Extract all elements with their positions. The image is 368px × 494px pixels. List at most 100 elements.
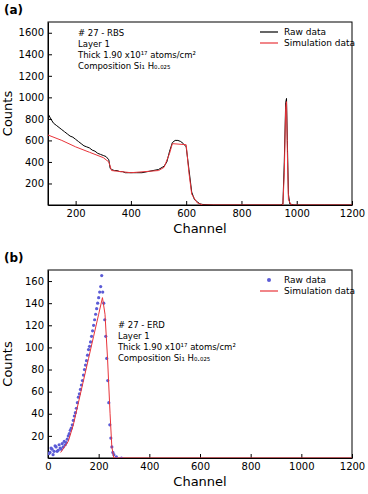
x-tick-label: 400 bbox=[140, 461, 159, 472]
y-tick-label: 40 bbox=[31, 408, 44, 419]
y-tick: 160 bbox=[25, 276, 52, 287]
data-point bbox=[87, 348, 90, 351]
y-tick: 1200 bbox=[19, 71, 52, 82]
y-tick-label: 1200 bbox=[19, 71, 44, 82]
y-tick-label: 800 bbox=[25, 114, 44, 125]
plot-frame bbox=[48, 22, 352, 205]
panel-label: (a) bbox=[4, 3, 23, 17]
y-tick-label: 200 bbox=[25, 178, 44, 189]
y-tick: 600 bbox=[25, 135, 52, 146]
data-point bbox=[91, 329, 94, 332]
x-tick: 400 bbox=[140, 454, 159, 472]
x-tick-mark bbox=[301, 454, 302, 458]
x-tick-label: 200 bbox=[90, 461, 109, 472]
y-tick-mark bbox=[48, 414, 52, 415]
x-tick-label: 600 bbox=[177, 208, 196, 219]
plot-area bbox=[48, 274, 352, 458]
y-tick: 400 bbox=[25, 157, 52, 168]
x-tick: 200 bbox=[90, 454, 109, 472]
y-axis: 2004006008001000120014001600 bbox=[19, 23, 52, 206]
y-tick: 120 bbox=[25, 320, 52, 331]
y-tick-mark bbox=[48, 97, 52, 98]
plot-area bbox=[48, 98, 352, 205]
y-tick-mark bbox=[48, 347, 52, 348]
figure: 2004006008001000120020040060080010001200… bbox=[0, 0, 368, 494]
legend-label: Raw data bbox=[284, 27, 326, 37]
annotation: # 27 - ERD bbox=[118, 320, 165, 330]
annotation: Composition Si₁ H₀.₀₂₅ bbox=[118, 353, 210, 363]
annotation: Composition Si₁ H₀.₀₂₅ bbox=[78, 61, 170, 71]
x-tick: 200 bbox=[67, 201, 86, 219]
x-tick-label: 800 bbox=[242, 461, 261, 472]
y-tick-mark bbox=[48, 183, 52, 184]
legend-label: Raw data bbox=[284, 275, 326, 285]
y-tick-mark bbox=[48, 392, 52, 393]
data-point bbox=[101, 291, 104, 294]
data-point bbox=[97, 296, 100, 299]
y-tick: 1600 bbox=[19, 27, 52, 38]
y-tick-mark bbox=[48, 303, 52, 304]
y-tick: 800 bbox=[25, 114, 52, 125]
y-tick: 200 bbox=[25, 178, 52, 189]
annotation: Thick 1.90 x10¹⁷ atoms/cm² bbox=[117, 342, 236, 352]
x-axis-line bbox=[49, 458, 353, 459]
y-tick-mark bbox=[48, 370, 52, 371]
y-tick-label: 20 bbox=[31, 431, 44, 442]
legend: Raw dataSimulation data bbox=[260, 275, 355, 296]
x-axis: 200 400 600 800 1000 1200 bbox=[49, 201, 366, 219]
y-tick-label: 600 bbox=[25, 135, 44, 146]
x-tick-label: 800 bbox=[232, 208, 251, 219]
data-point bbox=[100, 274, 103, 277]
x-tick-mark bbox=[149, 454, 150, 458]
y-axis-title: Counts bbox=[0, 341, 15, 387]
panel-label: (b) bbox=[4, 251, 24, 265]
x-axis-title: Channel bbox=[173, 474, 226, 489]
data-point bbox=[52, 450, 55, 453]
x-tick-mark bbox=[186, 201, 187, 205]
y-tick-mark bbox=[48, 325, 52, 326]
data-point bbox=[55, 445, 58, 448]
legend-label: Simulation data bbox=[284, 38, 355, 48]
x-tick-mark bbox=[297, 201, 298, 205]
y-tick-mark bbox=[48, 140, 52, 141]
x-tick: 600 bbox=[191, 454, 210, 472]
y-axis: 20406080100120140160 bbox=[25, 271, 52, 459]
y-tick-mark bbox=[48, 76, 52, 77]
data-line bbox=[48, 98, 352, 205]
x-tick-label: 1000 bbox=[289, 461, 314, 472]
y-tick-mark bbox=[48, 54, 52, 55]
data-point bbox=[58, 443, 61, 446]
y-tick-label: 120 bbox=[25, 320, 44, 331]
legend-symbol bbox=[267, 278, 271, 282]
y-tick-label: 100 bbox=[25, 342, 44, 353]
x-tick-mark bbox=[131, 201, 132, 205]
legend: Raw dataSimulation data bbox=[260, 27, 355, 48]
x-tick: 400 bbox=[122, 201, 141, 219]
y-tick-mark bbox=[48, 162, 52, 163]
x-tick-label: 0 bbox=[45, 461, 51, 472]
x-tick-label: 1200 bbox=[340, 461, 365, 472]
x-tick-mark bbox=[200, 454, 201, 458]
x-tick-label: 1000 bbox=[285, 208, 310, 219]
data-point bbox=[93, 318, 96, 321]
x-tick: 1200 bbox=[340, 201, 365, 219]
data-point bbox=[92, 324, 95, 327]
x-tick-label: 600 bbox=[191, 461, 210, 472]
x-tick-mark bbox=[352, 454, 353, 458]
x-tick: 600 bbox=[177, 201, 196, 219]
y-tick: 20 bbox=[31, 431, 52, 442]
x-axis-line bbox=[49, 205, 353, 206]
x-axis-title: Channel bbox=[173, 221, 226, 236]
x-tick: 1000 bbox=[285, 201, 310, 219]
y-tick-label: 80 bbox=[31, 364, 44, 375]
x-axis: 0 200 400 600 800 1000 1200 bbox=[45, 454, 365, 472]
y-tick: 60 bbox=[31, 386, 52, 397]
legend-label: Simulation data bbox=[284, 286, 355, 296]
x-tick-label: 1200 bbox=[340, 208, 365, 219]
y-tick-label: 60 bbox=[31, 386, 44, 397]
annotation: # 27 - RBS bbox=[78, 28, 124, 38]
y-axis-line bbox=[48, 271, 49, 459]
y-tick-mark bbox=[48, 436, 52, 437]
x-tick: 800 bbox=[242, 454, 261, 472]
data-line bbox=[48, 102, 352, 205]
